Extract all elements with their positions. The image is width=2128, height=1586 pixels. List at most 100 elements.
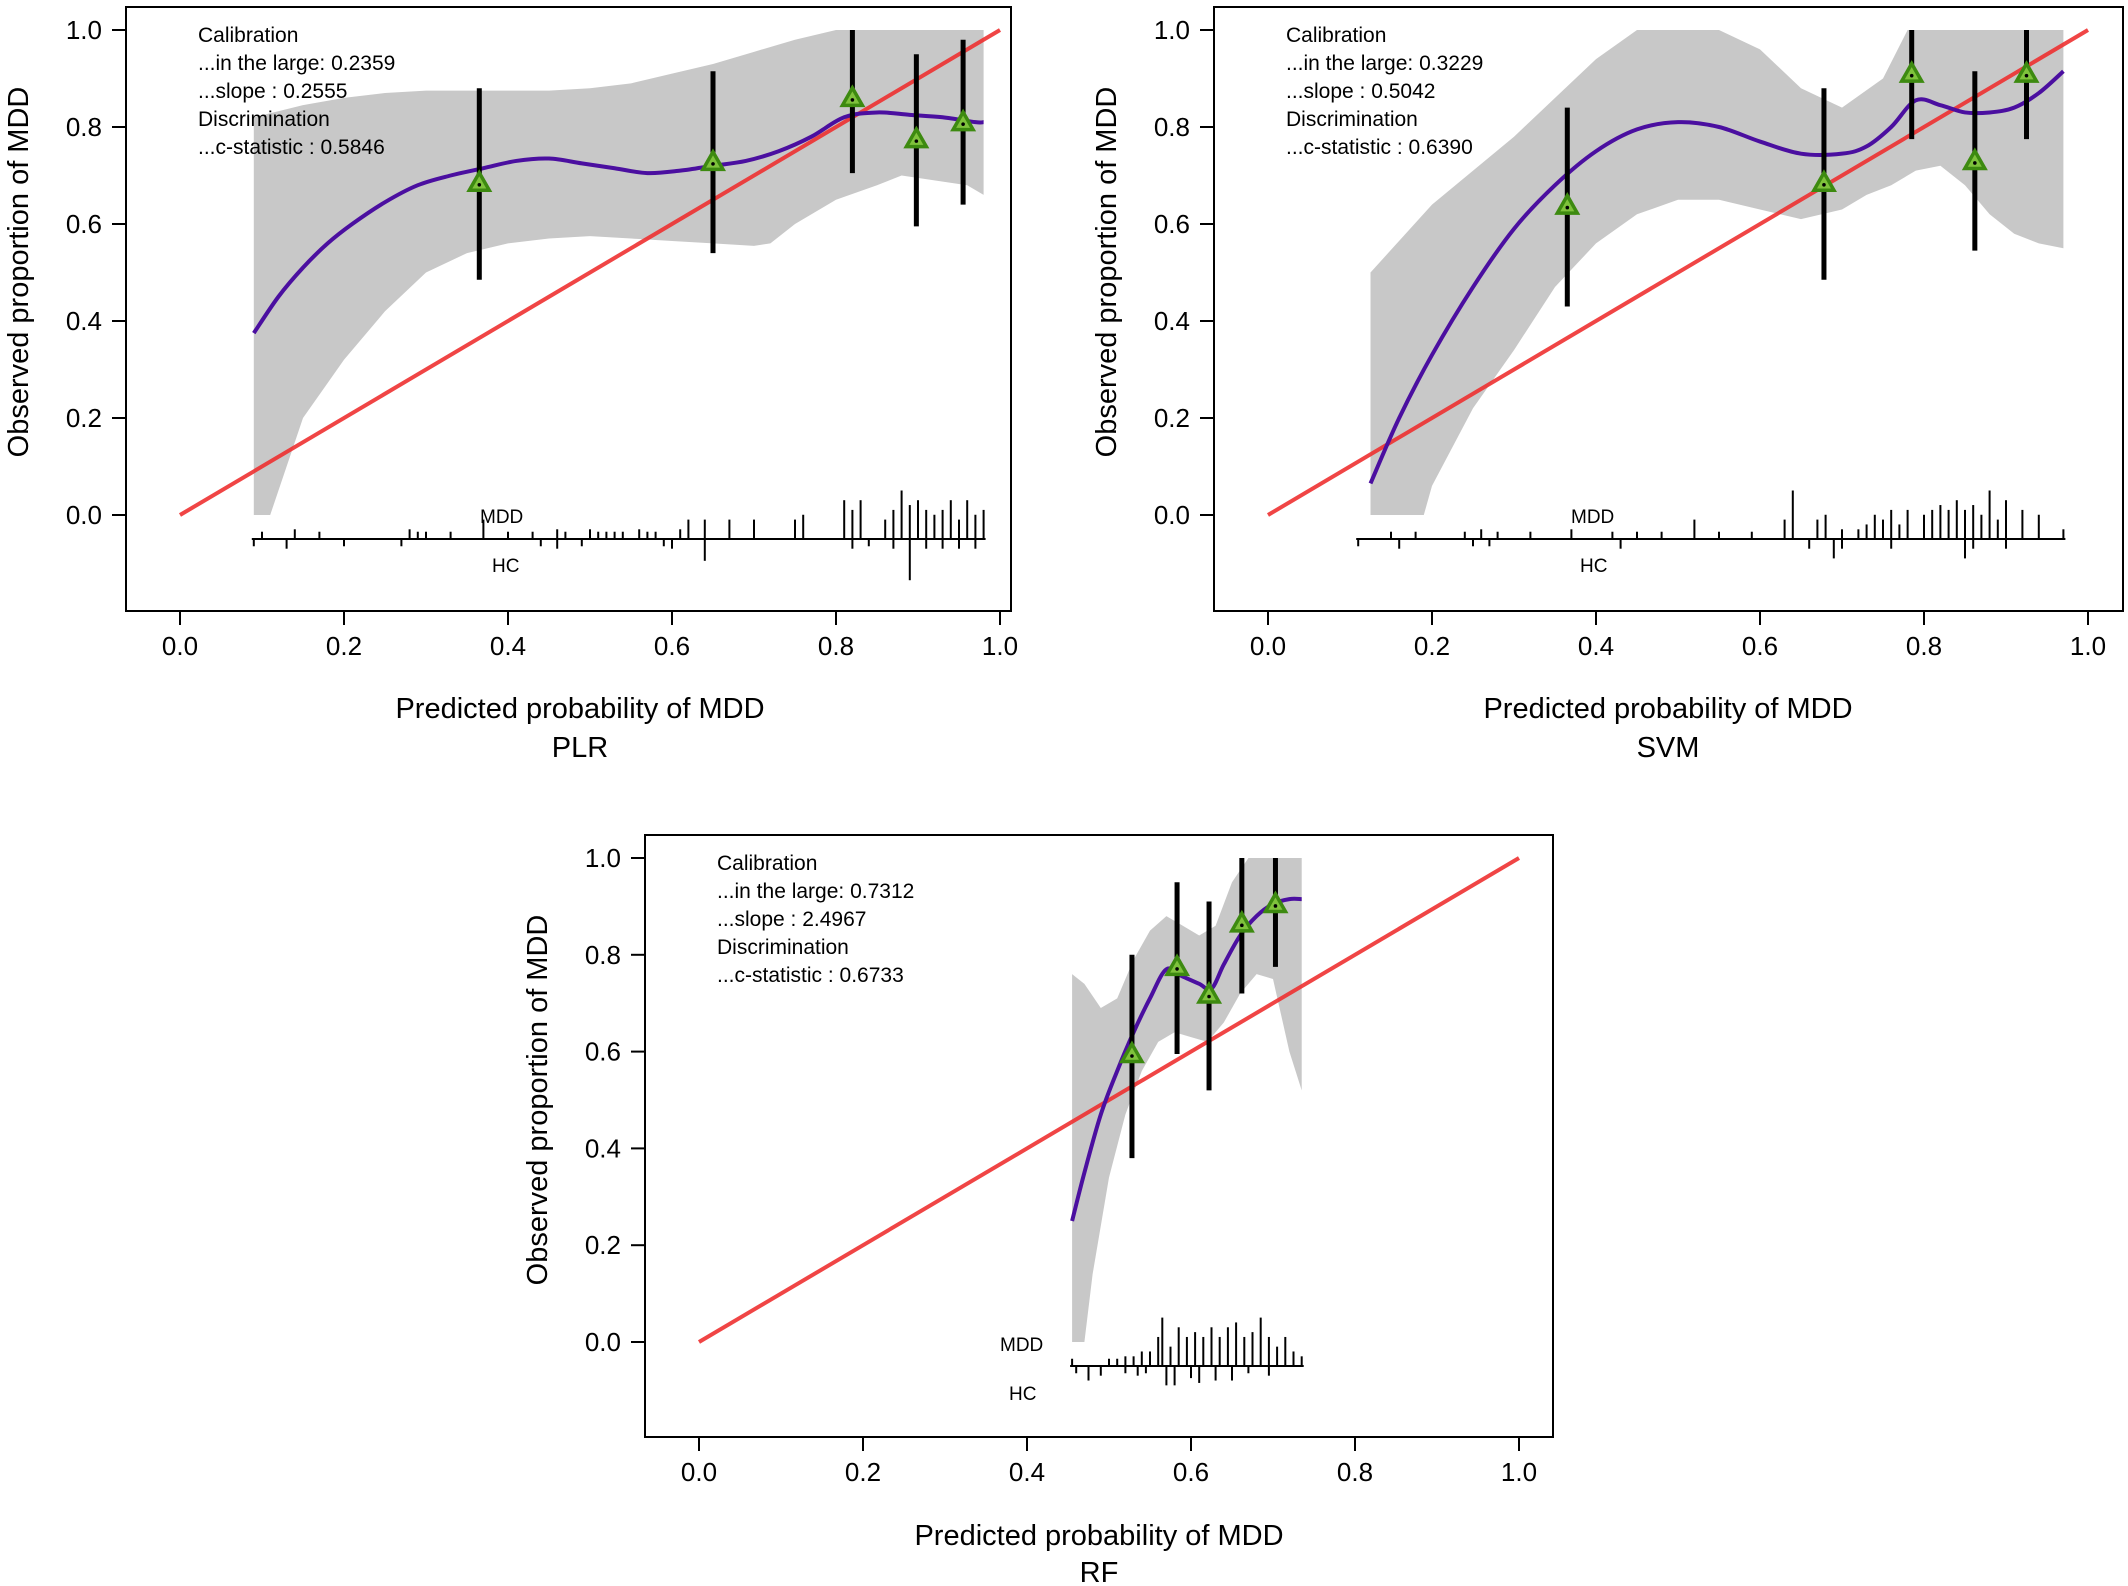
rug-label-hc: HC xyxy=(1009,1384,1036,1405)
calibration-stats: Calibration ...in the large: 0.7312 ...s… xyxy=(717,852,914,987)
triangle-marker xyxy=(1118,1040,1145,1064)
triangle-marker xyxy=(1262,890,1289,914)
y-tick-label: 0.6 xyxy=(1154,209,1190,239)
plot-frame xyxy=(125,6,1012,612)
rug-label-hc: HC xyxy=(492,556,519,577)
triangle-marker xyxy=(903,125,930,149)
x-axis-title: Predicted probability of MDD xyxy=(1483,693,1852,725)
y-tick-label: 0.8 xyxy=(1154,112,1190,142)
triangle-marker xyxy=(466,169,493,193)
group-point xyxy=(466,88,493,280)
x-tick-label: 0.4 xyxy=(1578,631,1614,661)
y-tick-label: 0.8 xyxy=(66,112,102,142)
stat-calibration-heading: Calibration xyxy=(198,24,298,47)
y-axis: 0.0 0.2 0.4 0.6 0.8 1.0 xyxy=(66,15,126,530)
grouped-observations xyxy=(1554,30,2040,307)
group-point xyxy=(1228,858,1255,994)
triangle-marker xyxy=(1898,60,1925,83)
distribution-rug xyxy=(1070,1317,1304,1386)
triangle-marker xyxy=(2013,60,2040,83)
group-point xyxy=(1196,901,1223,1091)
x-tick-label: 0.6 xyxy=(1742,631,1778,661)
stat-calibration-heading: Calibration xyxy=(717,852,817,875)
marker-dot xyxy=(914,139,919,143)
x-axis: 0.0 0.2 0.4 0.6 0.8 1.0 xyxy=(1250,611,2106,661)
triangle-marker xyxy=(950,108,977,132)
group-point xyxy=(950,39,977,205)
stat-slope: ...slope : 0.2555 xyxy=(198,80,347,103)
triangle-marker xyxy=(1228,909,1255,933)
x-tick-label: 0.4 xyxy=(1009,1457,1045,1487)
stat-discrimination-heading: Discrimination xyxy=(198,108,330,131)
stat-discrimination-heading: Discrimination xyxy=(717,936,849,959)
x-axis: 0.0 0.2 0.4 0.6 0.8 1.0 xyxy=(162,611,1018,661)
marker-dot xyxy=(1273,904,1278,908)
triangle-marker xyxy=(1810,169,1837,193)
marker-dot xyxy=(1240,923,1244,928)
x-axis: 0.0 0.2 0.4 0.6 0.8 1.0 xyxy=(681,1437,1537,1487)
y-tick-label: 0.4 xyxy=(1154,306,1190,336)
marker-dot xyxy=(1909,73,1914,78)
stat-in-the-large: ...in the large: 0.2359 xyxy=(198,52,395,75)
stat-c-statistic: ...c-statistic : 0.6390 xyxy=(1286,136,1473,159)
distribution-rug xyxy=(1356,490,2066,559)
stat-c-statistic: ...c-statistic : 0.6733 xyxy=(717,964,904,987)
y-axis: 0.0 0.2 0.4 0.6 0.8 1.0 xyxy=(585,843,645,1357)
y-axis: 0.0 0.2 0.4 0.6 0.8 1.0 xyxy=(1154,15,1214,530)
y-tick-label: 0.0 xyxy=(1154,500,1190,530)
rug-label-mdd: MDD xyxy=(1000,1335,1043,1356)
y-tick-label: 0.2 xyxy=(66,403,102,433)
x-tick-label: 0.0 xyxy=(681,1457,717,1487)
y-tick-label: 0.6 xyxy=(585,1037,621,1067)
grouped-observations xyxy=(466,30,977,280)
x-tick-label: 0.4 xyxy=(490,631,526,661)
model-name: SVM xyxy=(1637,732,1700,764)
marker-dot xyxy=(1207,994,1211,999)
x-tick-label: 1.0 xyxy=(2070,631,2106,661)
triangle-marker xyxy=(1554,192,1581,215)
marker-dot xyxy=(477,182,482,187)
rf-panel: 0.0 0.2 0.4 0.6 0.8 1.0 0.0 0.2 0.4 0.6 0.8 1.0 MD… xyxy=(522,834,1554,1586)
ideal-calibration-line xyxy=(1266,28,2090,517)
marker-dot xyxy=(961,122,965,126)
ideal-calibration-line xyxy=(697,856,1521,1344)
triangle-marker xyxy=(1961,147,1988,171)
y-tick-label: 1.0 xyxy=(585,843,621,873)
ideal-calibration-line xyxy=(178,28,1002,517)
y-tick-label: 0.0 xyxy=(585,1327,621,1357)
confidence-band xyxy=(253,30,984,515)
triangle-marker xyxy=(699,148,727,172)
stat-discrimination-heading: Discrimination xyxy=(1286,108,1418,131)
y-tick-label: 1.0 xyxy=(66,15,102,45)
x-tick-label: 0.6 xyxy=(1173,1457,1209,1487)
triangle-marker xyxy=(1164,953,1191,977)
x-tick-label: 0.2 xyxy=(1414,631,1450,661)
y-axis-title: Observed proportion of MDD xyxy=(522,915,554,1286)
stat-in-the-large: ...in the large: 0.7312 xyxy=(717,880,914,903)
marker-dot xyxy=(850,98,855,102)
plot-frame xyxy=(644,834,1554,1438)
rug-label-hc: HC xyxy=(1580,556,1607,577)
y-tick-label: 0.2 xyxy=(585,1230,621,1260)
stat-slope: ...slope : 2.4967 xyxy=(717,908,866,931)
group-point xyxy=(1262,858,1289,967)
y-tick-label: 0.8 xyxy=(585,940,621,970)
x-axis-title: Predicted probability of MDD xyxy=(395,693,764,725)
x-tick-label: 0.6 xyxy=(654,631,690,661)
x-tick-label: 1.0 xyxy=(1501,1457,1537,1487)
marker-dot xyxy=(1175,967,1179,971)
y-axis-title: Observed proportion of MDD xyxy=(3,87,35,458)
grouped-observations xyxy=(1118,858,1289,1159)
marker-dot xyxy=(1565,205,1570,210)
x-tick-label: 0.8 xyxy=(1906,631,1942,661)
stat-slope: ...slope : 0.5042 xyxy=(1286,80,1435,103)
plot-frame xyxy=(1213,6,2124,612)
group-point xyxy=(1554,107,1581,307)
model-name: PLR xyxy=(552,732,608,764)
group-point xyxy=(1164,882,1191,1055)
stat-c-statistic: ...c-statistic : 0.5846 xyxy=(198,136,385,159)
x-tick-label: 0.8 xyxy=(1337,1457,1373,1487)
x-axis-title: Predicted probability of MDD xyxy=(914,1520,1283,1552)
marker-dot xyxy=(2024,73,2029,78)
y-tick-label: 0.0 xyxy=(66,500,102,530)
